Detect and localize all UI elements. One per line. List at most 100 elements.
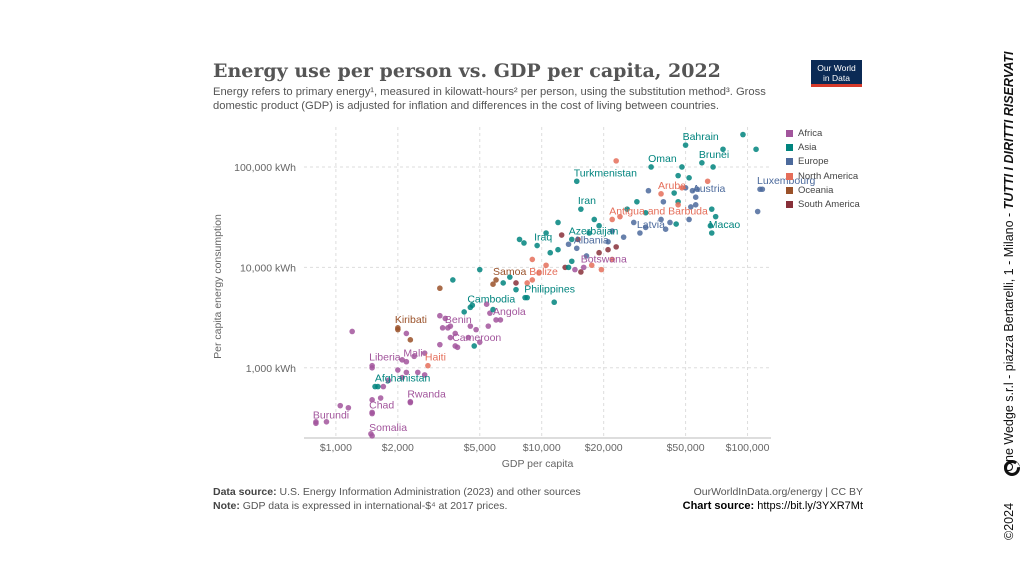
data-point[interactable]	[609, 228, 615, 234]
data-point[interactable]	[536, 270, 542, 276]
labeled-data-point[interactable]	[682, 142, 689, 148]
data-point[interactable]	[679, 164, 685, 170]
data-point[interactable]	[620, 234, 627, 240]
labeled-data-point[interactable]	[403, 358, 410, 365]
data-point[interactable]	[586, 230, 592, 236]
data-point[interactable]	[568, 258, 575, 265]
data-point[interactable]	[686, 216, 692, 223]
data-point[interactable]	[591, 216, 598, 223]
labeled-data-point[interactable]	[658, 191, 664, 197]
labeled-data-point[interactable]	[692, 194, 699, 200]
data-point[interactable]	[689, 187, 696, 194]
labeled-data-point[interactable]	[313, 420, 319, 427]
data-point[interactable]	[465, 334, 472, 341]
data-point[interactable]	[617, 213, 623, 220]
data-point[interactable]	[707, 222, 714, 229]
data-point[interactable]	[605, 246, 611, 253]
data-point[interactable]	[613, 158, 619, 164]
labeled-data-point[interactable]	[493, 277, 499, 283]
data-point[interactable]	[380, 383, 387, 390]
data-point[interactable]	[753, 146, 759, 153]
data-point[interactable]	[442, 315, 449, 322]
data-point[interactable]	[437, 285, 443, 292]
data-point[interactable]	[403, 369, 410, 376]
labeled-data-point[interactable]	[568, 236, 575, 243]
data-point[interactable]	[667, 219, 673, 226]
data-point[interactable]	[675, 172, 681, 179]
labeled-data-point[interactable]	[375, 383, 381, 390]
data-point[interactable]	[439, 325, 446, 331]
data-point[interactable]	[476, 266, 483, 273]
data-point[interactable]	[551, 299, 558, 306]
data-point[interactable]	[642, 224, 649, 231]
labeled-data-point[interactable]	[452, 343, 459, 349]
data-point[interactable]	[565, 241, 572, 248]
data-point[interactable]	[704, 178, 711, 185]
data-point[interactable]	[500, 280, 507, 286]
data-point[interactable]	[399, 374, 406, 381]
data-point[interactable]	[377, 395, 384, 401]
data-point[interactable]	[513, 286, 519, 293]
data-point[interactable]	[662, 226, 669, 233]
labeled-data-point[interactable]	[578, 206, 584, 212]
data-point[interactable]	[660, 198, 667, 205]
data-point[interactable]	[624, 206, 630, 212]
legend-item[interactable]: Oceania	[786, 183, 860, 197]
labeled-data-point[interactable]	[445, 325, 451, 331]
data-point[interactable]	[385, 377, 392, 384]
data-point[interactable]	[414, 369, 421, 376]
data-point[interactable]	[403, 330, 410, 337]
data-point[interactable]	[547, 249, 554, 256]
data-point[interactable]	[710, 164, 716, 170]
data-point[interactable]	[543, 262, 549, 269]
data-point[interactable]	[467, 323, 474, 329]
labeled-data-point[interactable]	[407, 399, 414, 406]
labeled-data-point[interactable]	[369, 410, 375, 417]
data-point[interactable]	[740, 131, 746, 138]
data-point[interactable]	[473, 326, 479, 333]
data-point[interactable]	[407, 337, 414, 343]
data-point[interactable]	[476, 339, 483, 345]
data-point[interactable]	[720, 146, 726, 153]
data-point[interactable]	[754, 208, 761, 215]
data-point[interactable]	[634, 198, 640, 205]
data-point[interactable]	[524, 280, 530, 286]
legend-item[interactable]: Africa	[786, 126, 860, 140]
data-point[interactable]	[421, 372, 428, 378]
data-point[interactable]	[437, 341, 443, 348]
data-point[interactable]	[679, 185, 685, 191]
data-point[interactable]	[323, 418, 330, 425]
labeled-data-point[interactable]	[580, 264, 587, 271]
data-point[interactable]	[671, 190, 677, 196]
data-point[interactable]	[712, 213, 719, 220]
data-point[interactable]	[673, 221, 679, 227]
data-point[interactable]	[598, 266, 605, 273]
data-point[interactable]	[694, 186, 701, 193]
labeled-data-point[interactable]	[534, 242, 540, 249]
labeled-data-point[interactable]	[425, 362, 431, 369]
data-point[interactable]	[675, 201, 681, 208]
labeled-data-point[interactable]	[609, 216, 615, 223]
data-point[interactable]	[708, 206, 715, 212]
labeled-data-point[interactable]	[524, 294, 530, 301]
data-point[interactable]	[497, 317, 504, 323]
data-point[interactable]	[421, 350, 428, 356]
data-point[interactable]	[516, 236, 523, 243]
data-point[interactable]	[558, 232, 565, 238]
data-point[interactable]	[572, 266, 578, 273]
labeled-data-point[interactable]	[467, 304, 474, 311]
data-point[interactable]	[575, 236, 581, 243]
data-point[interactable]	[513, 280, 519, 286]
data-point[interactable]	[490, 306, 496, 313]
labeled-data-point[interactable]	[369, 433, 375, 439]
data-point[interactable]	[543, 230, 549, 236]
labeled-data-point[interactable]	[529, 277, 536, 283]
data-point[interactable]	[521, 240, 527, 246]
site-link[interactable]: OurWorldInData.org/energy | CC BY	[693, 486, 863, 498]
labeled-data-point[interactable]	[757, 186, 763, 193]
data-point[interactable]	[609, 256, 615, 263]
data-point[interactable]	[507, 274, 513, 280]
data-point[interactable]	[437, 312, 443, 319]
data-point[interactable]	[471, 343, 478, 349]
labeled-data-point[interactable]	[699, 160, 705, 166]
